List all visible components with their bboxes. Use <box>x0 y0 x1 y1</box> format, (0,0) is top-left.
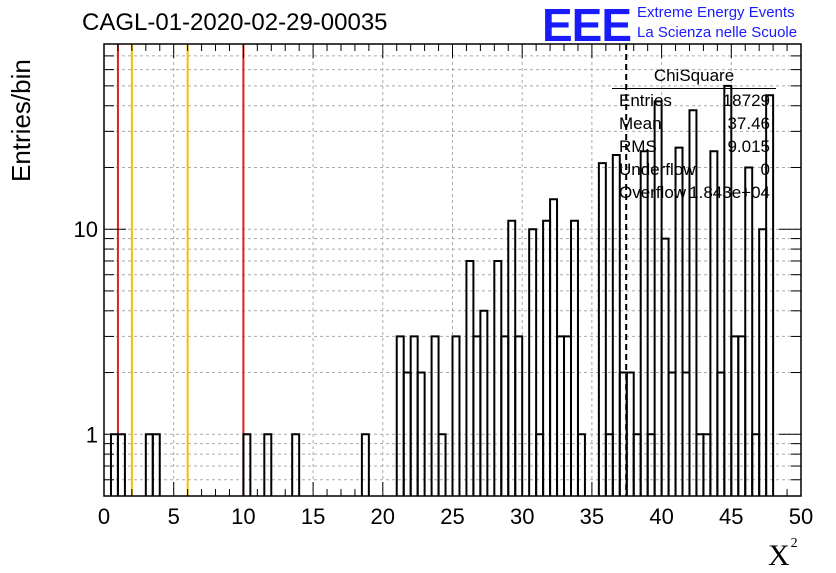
stats-label: Mean <box>619 114 662 133</box>
histogram-bin <box>569 219 579 496</box>
x-tick-label: 15 <box>301 504 325 529</box>
stats-value: 1.843e+04 <box>689 183 770 202</box>
histogram-bin <box>744 166 754 496</box>
stats-box: ChiSquare Entries 18729 Mean 37.46 RMS 9… <box>612 66 776 204</box>
histogram-bin <box>765 94 775 496</box>
stats-row-underflow: Underflow 0 <box>612 158 776 181</box>
x-tick-label: 45 <box>719 504 743 529</box>
stats-value: 9.015 <box>727 137 770 156</box>
histogram-bin <box>360 433 370 496</box>
histogram-bin <box>242 433 252 496</box>
x-tick-label: 40 <box>649 504 673 529</box>
stats-label: Entries <box>619 91 672 110</box>
y-tick-label: 10 <box>74 217 98 242</box>
histogram-bin <box>597 162 607 496</box>
histogram-bin <box>437 433 447 496</box>
eee-logo: EEE <box>542 0 632 51</box>
x-tick-label: 5 <box>168 504 180 529</box>
histogram-bin <box>528 228 538 496</box>
stats-label: RMS <box>619 137 657 156</box>
logo-line-2: La Scienza nelle Scuole <box>637 24 798 41</box>
x-tick-label: 30 <box>510 504 534 529</box>
logo-line-1: Extreme Energy Events <box>637 4 795 21</box>
stats-row-mean: Mean 37.46 <box>612 112 776 135</box>
y-tick-label: 1 <box>86 422 98 447</box>
x-tick-label: 20 <box>371 504 395 529</box>
stats-title: ChiSquare <box>612 66 776 89</box>
stats-value: 18729 <box>722 91 770 110</box>
x-axis-label: X2 <box>768 536 798 572</box>
x-tick-label: 35 <box>580 504 604 529</box>
plot-title: CAGL-01-2020-02-29-00035 <box>82 9 388 36</box>
x-tick-label: 10 <box>231 504 255 529</box>
histogram-bin <box>479 309 489 496</box>
histogram-bin <box>151 433 161 496</box>
histogram-bin <box>451 335 461 496</box>
stats-row-entries: Entries 18729 <box>612 89 776 112</box>
histogram-bin <box>639 150 649 496</box>
stats-value: 0 <box>760 160 770 179</box>
stats-label: Underflow <box>619 160 696 179</box>
histogram-bin <box>416 371 426 496</box>
stats-row-overflow: Overflow 1.843e+04 <box>612 181 776 204</box>
histogram-bin <box>263 433 273 496</box>
histogram-bin <box>576 433 586 496</box>
histogram-bin <box>660 237 670 496</box>
histogram-bin <box>514 335 524 496</box>
x-tick-label: 50 <box>789 504 813 529</box>
histogram-bin <box>674 146 684 496</box>
x-tick-label: 25 <box>440 504 464 529</box>
histogram-bin <box>430 335 440 496</box>
stats-label: Overflow <box>619 183 687 202</box>
histogram-bin <box>709 150 719 496</box>
histogram-bin <box>688 109 698 496</box>
x-tick-label: 0 <box>98 504 110 529</box>
stats-value: 37.46 <box>727 114 770 133</box>
histogram-bin <box>291 433 301 496</box>
histogram-bin <box>723 84 733 496</box>
stats-row-rms: RMS 9.015 <box>612 135 776 158</box>
histogram-bin <box>611 154 621 496</box>
